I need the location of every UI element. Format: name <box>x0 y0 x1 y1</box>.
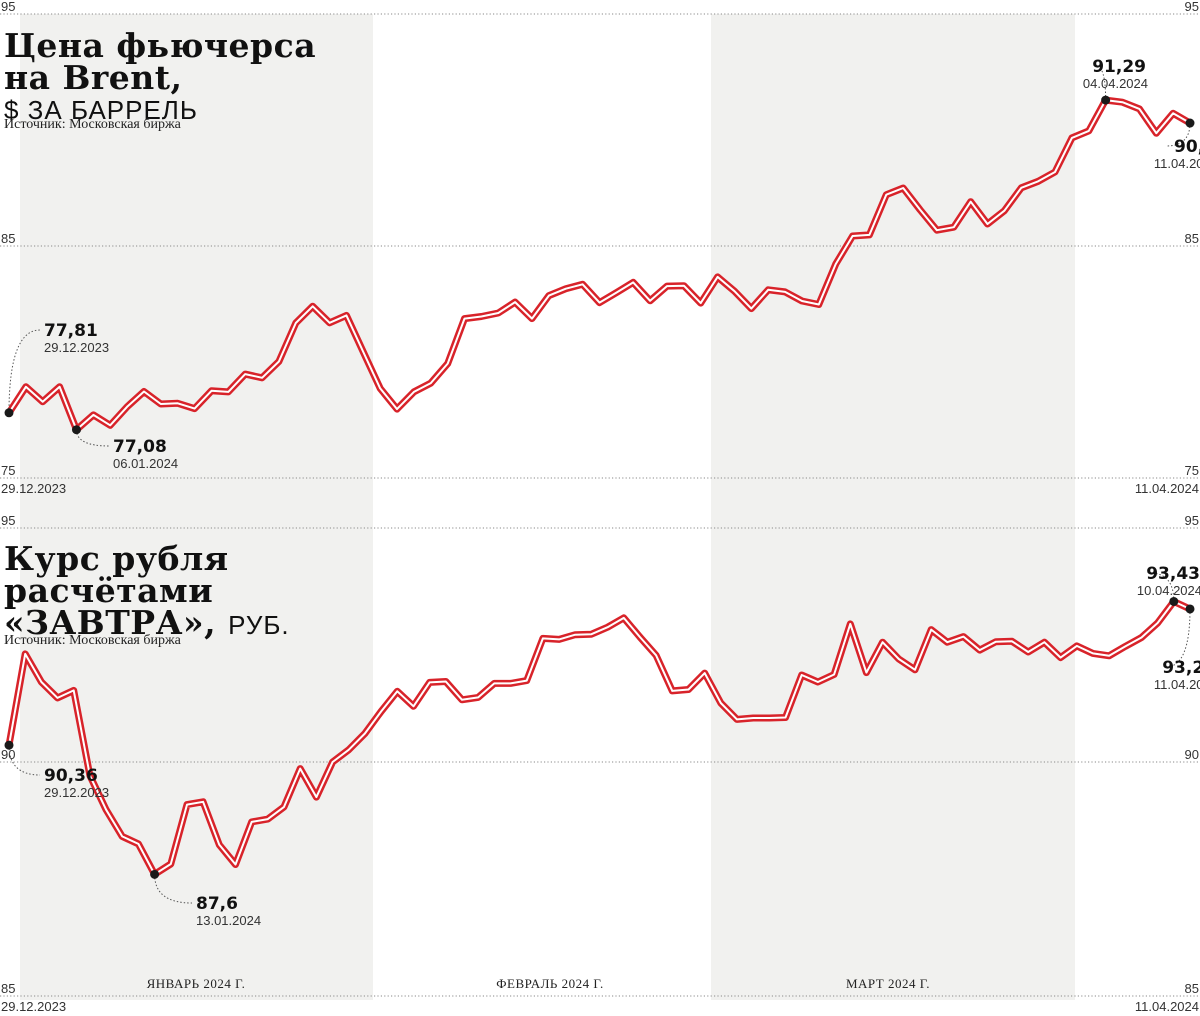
ruble-title-line-3-wrap: «завтра», руб. <box>4 606 290 641</box>
brent-annotation-date: 29.12.2023 <box>44 340 109 355</box>
ruble-annotation-date: 29.12.2023 <box>44 785 109 800</box>
brent-annotation-value: 77,08 <box>113 437 167 457</box>
brent-point-dot <box>1101 95 1111 105</box>
brent-series-line-highlight <box>8 99 1191 431</box>
ruble-x-start-label: 29.12.2023 <box>1 999 66 1014</box>
ruble-point-dot <box>1185 604 1195 614</box>
brent-source: Источник: Московская биржа <box>4 117 181 132</box>
brent-annotation-value: 77,81 <box>44 321 98 341</box>
brent-annotation-value: 91,29 <box>1092 57 1146 77</box>
month-label: ЯНВАРЬ 2024 Г. <box>147 976 246 991</box>
ruble-annotation-value: 90,36 <box>44 766 98 786</box>
brent-tick-left: 85 <box>1 231 15 246</box>
ruble-tick-right: 90 <box>1185 747 1199 762</box>
brent-leader-line <box>75 429 110 447</box>
ruble-tick-right: 95 <box>1185 513 1199 528</box>
ruble-point-dot <box>1169 596 1179 606</box>
brent-title: Цена фьючерса на Brent, $ за баррель <box>4 26 317 126</box>
ruble-tick-left: 90 <box>1 747 15 762</box>
brent-leader-line <box>1095 65 1107 101</box>
brent-tick-right: 75 <box>1185 463 1199 478</box>
brent-annotation-date: 11.04.2024 <box>1154 156 1200 171</box>
ruble-point-dot <box>150 869 160 879</box>
ruble-annotation-value: 93,27 <box>1162 658 1200 678</box>
march-shade <box>711 14 1075 1000</box>
ruble-leader-line <box>154 874 193 904</box>
ruble-source: Источник: Московская биржа <box>4 633 181 648</box>
ruble-tick-left: 85 <box>1 981 15 996</box>
ruble-annotation-date: 13.01.2024 <box>196 913 261 928</box>
january-shade <box>20 14 373 1000</box>
brent-point-dot <box>71 425 81 435</box>
ruble-point-dot <box>4 740 14 750</box>
brent-annotation-date: 04.04.2024 <box>1083 76 1148 91</box>
brent-unit: $ за баррель <box>4 95 198 125</box>
brent-point-dot <box>4 408 14 418</box>
ruble-title-line-1: Курс рубля <box>4 539 229 578</box>
ruble-series-line-highlight <box>8 600 1191 876</box>
ruble-x-end-label: 11.04.2024 <box>1135 999 1199 1014</box>
ruble-title-line-2: расчётами <box>4 571 214 610</box>
ruble-annotation-value: 87,6 <box>196 894 238 914</box>
ruble-unit: руб. <box>228 610 290 640</box>
brent-tick-right: 95 <box>1185 0 1199 14</box>
month-label: МАРТ 2024 Г. <box>846 976 930 991</box>
ruble-title-line-3: «завтра», <box>4 603 217 642</box>
ruble-leader-line <box>8 745 41 776</box>
ruble-title: Курс рубля расчётами «завтра», руб. <box>4 539 290 641</box>
ruble-tick-right: 85 <box>1185 981 1199 996</box>
brent-title-line-1: Цена фьючерса <box>4 26 317 65</box>
brent-x-start-label: 29.12.2023 <box>1 481 66 496</box>
ruble-annotation-date: 11.04.2024 <box>1154 677 1200 692</box>
brent-annotation-date: 06.01.2024 <box>113 456 178 471</box>
ruble-tick-left: 95 <box>1 513 15 528</box>
brent-tick-right: 85 <box>1185 231 1199 246</box>
brent-tick-left: 95 <box>1 0 15 14</box>
month-label: ФЕВРАЛЬ 2024 Г. <box>496 976 603 991</box>
brent-annotation-value: 90,3 <box>1174 137 1200 157</box>
ruble-annotation-value: 93,43 <box>1146 564 1200 584</box>
brent-point-dot <box>1185 118 1195 128</box>
ruble-annotation-date: 10.04.2024 <box>1137 583 1200 598</box>
brent-x-end-label: 11.04.2024 <box>1135 481 1199 496</box>
brent-leader-line <box>1165 123 1191 147</box>
brent-title-line-2: на Brent, <box>4 58 183 97</box>
brent-tick-left: 75 <box>1 463 15 478</box>
